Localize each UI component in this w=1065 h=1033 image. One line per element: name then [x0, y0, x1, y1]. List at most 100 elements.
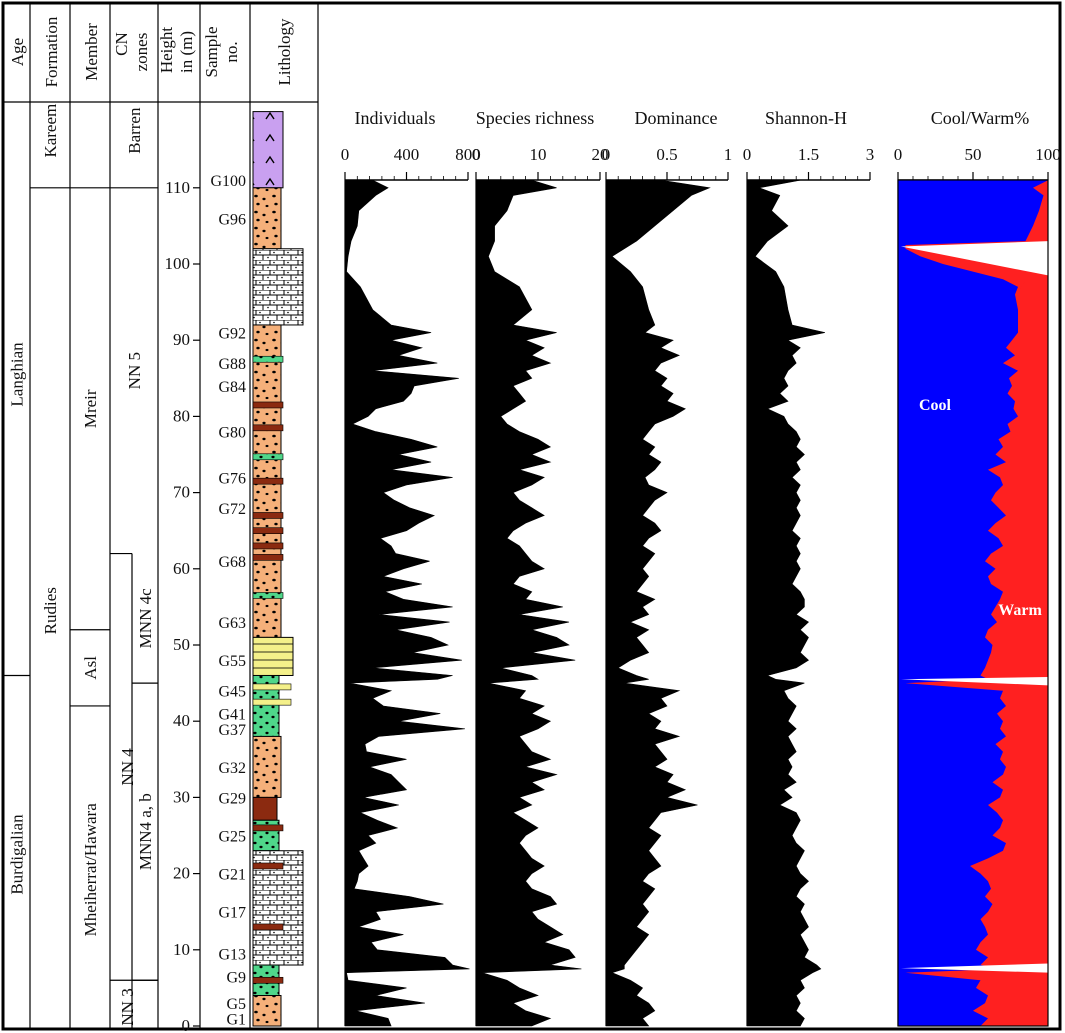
- header-cn-zones-2: zones: [132, 33, 151, 72]
- axis-tick-label: 0: [602, 145, 611, 164]
- chart-title: Individuals: [355, 108, 436, 128]
- lithology-unit: [252, 995, 282, 1027]
- cn-zone-label: NN 5: [125, 352, 144, 389]
- sample-label: G68: [218, 554, 246, 571]
- lithology-band: [252, 527, 284, 535]
- warm-label: Warm: [998, 602, 1042, 619]
- height-tick-label: 30: [173, 787, 190, 806]
- sample-label: G32: [218, 760, 246, 777]
- height-tick-label: 50: [173, 635, 190, 654]
- axis-tick-label: 1.5: [798, 145, 819, 164]
- lithology-unit: [252, 735, 282, 798]
- axis-tick-label: 50: [965, 145, 982, 164]
- lithology-band: [252, 424, 284, 432]
- height-tick-label: 80: [173, 406, 190, 425]
- lithology-band: [252, 453, 284, 461]
- sample-label: G84: [218, 379, 246, 396]
- sample-label: G55: [218, 653, 246, 670]
- height-tick-label: 110: [165, 178, 190, 197]
- area-series: [344, 179, 470, 1027]
- sample-label: G37: [218, 722, 246, 739]
- formation-zone-label: Rudies: [41, 587, 60, 634]
- header-height-1: Height: [157, 27, 176, 74]
- axis-tick-label: 0.5: [656, 145, 677, 164]
- data-gap: [901, 677, 1048, 686]
- lithology-band: [252, 923, 284, 931]
- lithology-band: [252, 554, 284, 561]
- chart-title: Shannon-H: [765, 108, 847, 128]
- sample-label: G41: [218, 707, 246, 724]
- sample-label: G45: [218, 684, 246, 701]
- axis-tick-label: 20: [592, 145, 609, 164]
- sample-label: G5: [226, 996, 246, 1013]
- lithology-unit: [252, 636, 294, 676]
- sample-label: G21: [218, 867, 246, 884]
- age-zone-label: Burdigalian: [8, 814, 27, 895]
- sample-label: G25: [218, 829, 246, 846]
- area-series: [746, 179, 825, 1027]
- height-tick-label: 40: [173, 711, 190, 730]
- axis-tick-label: 0: [341, 145, 350, 164]
- header-lithology: Lithology: [275, 18, 294, 86]
- header-cn-zones-1: CN: [112, 32, 131, 56]
- lithology-unit: [252, 796, 278, 821]
- lithology-band: [252, 401, 284, 409]
- member-zone-label: Asl: [81, 656, 100, 680]
- formation-zone-label: Kareem: [41, 104, 60, 158]
- lithology-unit: [252, 111, 284, 189]
- header-formation: Formation: [42, 16, 61, 87]
- height-tick-label: 20: [173, 864, 190, 883]
- cn-zone-label: NN 3: [118, 988, 137, 1025]
- lithology-band: [252, 592, 284, 599]
- sample-label: G1: [226, 1011, 246, 1028]
- lithology-band: [252, 862, 284, 870]
- sample-label: G72: [218, 501, 246, 518]
- header-age: Age: [8, 38, 27, 66]
- lithology-unit: [252, 187, 282, 250]
- axis-tick-label: 1: [724, 145, 733, 164]
- axis-tick-label: 3: [866, 145, 875, 164]
- sample-label: G88: [218, 356, 246, 373]
- data-gap: [901, 963, 1048, 973]
- sample-label: G92: [218, 326, 246, 343]
- lithology-band: [252, 512, 284, 519]
- cn-subzone-label: MNN 4c: [136, 588, 155, 648]
- member-zone-label: Mreir: [81, 389, 100, 428]
- chart-title: Dominance: [635, 108, 718, 128]
- area-series: [475, 179, 582, 1027]
- lithology-unit: [252, 850, 304, 966]
- lithology-band: [252, 477, 284, 485]
- sample-label: G63: [218, 615, 246, 632]
- cn-zone-label: NN 4: [118, 748, 137, 786]
- lithology-band: [252, 698, 292, 706]
- lithology-band: [252, 683, 292, 691]
- lithology-band: [252, 355, 284, 363]
- chart-title: Cool/Warm%: [931, 108, 1030, 128]
- sample-label: G9: [226, 969, 246, 986]
- strat-headers: Age Formation Member CN zones Height in …: [8, 16, 294, 87]
- member-zone-label: Mheiherrat/Hawara: [81, 803, 100, 937]
- sample-label: G13: [218, 947, 246, 964]
- area-series: [605, 179, 711, 1027]
- header-sample-1: Sample: [202, 27, 221, 78]
- height-tick-label: 90: [173, 330, 190, 349]
- warm-envelope: [970, 180, 1048, 1026]
- cn-subzone-label: MNN4 a, b: [136, 793, 155, 870]
- lithology-band: [252, 976, 284, 984]
- strat-column-grid: [3, 3, 319, 1029]
- cn-zone-label: Barren: [125, 107, 144, 154]
- chart-title: Species richness: [476, 108, 594, 128]
- height-tick-label: 70: [173, 483, 190, 502]
- cool-label: Cool: [919, 397, 952, 414]
- age-zone-label: Langhian: [8, 342, 27, 407]
- axis-tick-label: 400: [394, 145, 420, 164]
- sample-label: G100: [210, 173, 246, 190]
- axis-tick-label: 0: [472, 145, 481, 164]
- sample-label: G29: [218, 790, 246, 807]
- sample-label: G80: [218, 425, 246, 442]
- header-sample-2: no.: [222, 41, 241, 62]
- cool-area: [898, 180, 1048, 1026]
